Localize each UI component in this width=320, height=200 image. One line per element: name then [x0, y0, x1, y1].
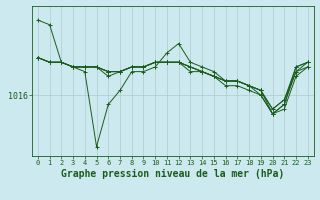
X-axis label: Graphe pression niveau de la mer (hPa): Graphe pression niveau de la mer (hPa)	[61, 169, 284, 179]
